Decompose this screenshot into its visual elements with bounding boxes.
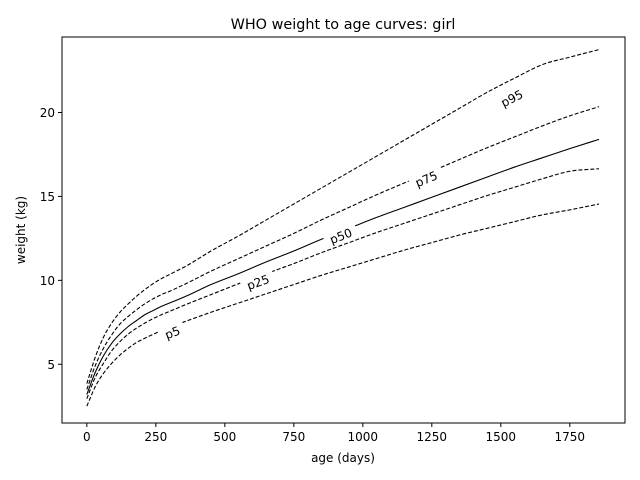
curve-label-gap	[239, 268, 277, 296]
y-tick-label: 5	[47, 358, 55, 372]
x-axis-title: age (days)	[311, 451, 375, 465]
plot-frame	[61, 36, 626, 424]
y-tick-label: 10	[40, 274, 55, 288]
curve-label-gap	[157, 320, 188, 345]
curve-p95	[86, 49, 600, 384]
y-tick-label: 15	[40, 190, 55, 204]
x-tick-label: 750	[282, 430, 305, 444]
curve-label-text: p5	[163, 324, 182, 343]
curve-label-p95: p95	[493, 83, 531, 114]
curve-p50	[86, 138, 600, 395]
x-tick-label: 1500	[486, 430, 517, 444]
x-axis-ticks: 0 250 500 750 1000 1250 1500 1750	[83, 423, 585, 444]
x-tick-label: 0	[83, 430, 91, 444]
curve-p25	[86, 168, 600, 399]
chart-title: WHO weight to age curves: girl	[231, 17, 456, 33]
curve-labels-group: p5 p25 p50 p75 p95	[157, 83, 531, 345]
curves-group	[86, 49, 600, 407]
curve-label-text: p50	[328, 226, 354, 247]
curve-label-p50: p50	[321, 222, 360, 250]
curve-label-gap	[493, 83, 531, 114]
curve-label-p5: p5	[157, 320, 188, 345]
x-tick-label: 500	[213, 430, 236, 444]
curve-label-gap	[321, 222, 360, 250]
x-tick-label: 1000	[348, 430, 379, 444]
x-tick-label: 250	[144, 430, 167, 444]
y-tick-label: 20	[40, 106, 55, 120]
x-tick-label: 1250	[417, 430, 448, 444]
curve-label-gap	[407, 164, 446, 193]
x-tick-label: 1750	[555, 430, 586, 444]
curve-label-text: p25	[245, 272, 271, 293]
curve-p75	[86, 106, 600, 390]
curve-label-p25: p25	[239, 268, 277, 296]
curve-p5	[86, 203, 600, 407]
curve-label-p75: p75	[407, 164, 446, 193]
y-axis-ticks: 5 10 15 20	[40, 106, 62, 372]
y-axis-title: weight (kg)	[14, 196, 28, 264]
